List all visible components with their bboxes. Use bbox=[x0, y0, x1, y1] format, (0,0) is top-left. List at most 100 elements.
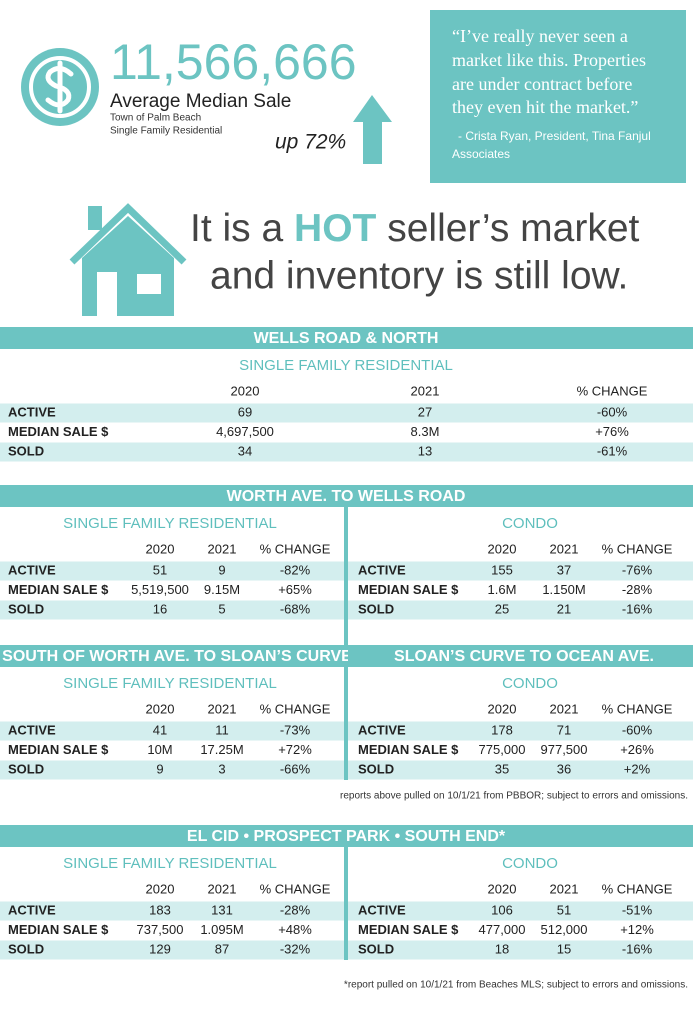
cell-value: -60% bbox=[622, 722, 653, 737]
cell-value: 34 bbox=[238, 443, 252, 458]
row-label: ACTIVE bbox=[8, 404, 56, 419]
cell-value: 512,000 bbox=[541, 922, 588, 937]
row-label: MEDIAN SALE $ bbox=[8, 742, 109, 757]
cell-value: 36 bbox=[557, 761, 571, 776]
cell-value: 25 bbox=[495, 601, 509, 616]
section-banner bbox=[0, 645, 344, 667]
row-stripe bbox=[0, 940, 344, 960]
row-label: ACTIVE bbox=[8, 902, 56, 917]
row-label: SOLD bbox=[358, 601, 394, 616]
row-label: ACTIVE bbox=[8, 722, 56, 737]
cell-value: 10M bbox=[147, 742, 172, 757]
cell-value: +76% bbox=[595, 424, 629, 439]
table-subtitle: SINGLE FAMILY RESIDENTIAL bbox=[239, 357, 453, 374]
cell-value: 1.150M bbox=[542, 582, 585, 597]
column-header: 2020 bbox=[146, 881, 175, 896]
cell-value: 11 bbox=[215, 722, 229, 737]
cell-value: -76% bbox=[622, 562, 653, 577]
headline: and inventory is still low. bbox=[210, 254, 628, 297]
cell-value: 13 bbox=[418, 443, 432, 458]
cell-value: 183 bbox=[149, 902, 171, 917]
cell-value: 131 bbox=[211, 902, 233, 917]
row-label: ACTIVE bbox=[358, 902, 406, 917]
cell-value: 3 bbox=[218, 761, 225, 776]
section-title: SLOAN’S CURVE TO OCEAN AVE. bbox=[394, 648, 654, 665]
table-subtitle: CONDO bbox=[502, 855, 558, 872]
cell-value: 129 bbox=[149, 941, 171, 956]
table-subtitle: CONDO bbox=[502, 515, 558, 532]
column-header: % CHANGE bbox=[577, 383, 648, 398]
column-header: % CHANGE bbox=[260, 541, 331, 556]
big-number: 11,566,666 bbox=[110, 34, 357, 90]
footnote: reports above pulled on 10/1/21 from PBB… bbox=[340, 791, 688, 802]
cell-value: 8.3M bbox=[411, 424, 440, 439]
dollar-sign bbox=[45, 60, 74, 114]
cell-value: 5,519,500 bbox=[131, 582, 189, 597]
big-number-label: Average Median Sale bbox=[110, 91, 291, 112]
row-stripe bbox=[348, 600, 693, 620]
quote-box bbox=[430, 10, 686, 183]
row-label: MEDIAN SALE $ bbox=[358, 582, 459, 597]
cell-value: 1.095M bbox=[200, 922, 243, 937]
cell-value: 16 bbox=[153, 601, 167, 616]
row-stripe bbox=[0, 600, 344, 620]
cell-value: 71 bbox=[557, 722, 571, 737]
cell-value: 775,000 bbox=[479, 742, 526, 757]
table-subtitle: SINGLE FAMILY RESIDENTIAL bbox=[63, 515, 277, 532]
up-arrow bbox=[353, 95, 392, 164]
cell-value: -82% bbox=[280, 562, 311, 577]
row-stripe bbox=[348, 760, 693, 780]
cell-value: 1.6M bbox=[488, 582, 517, 597]
house-icon bbox=[69, 203, 187, 316]
row-label: SOLD bbox=[358, 761, 394, 776]
column-header: % CHANGE bbox=[602, 881, 673, 896]
section-banner bbox=[0, 485, 693, 507]
dollar-icon-ring bbox=[29, 56, 91, 118]
column-header: 2021 bbox=[550, 701, 579, 716]
section-banner bbox=[0, 825, 693, 847]
headline: It is a HOT seller’s market bbox=[190, 207, 640, 250]
cell-value: 15 bbox=[557, 941, 571, 956]
cell-value: -28% bbox=[622, 582, 653, 597]
row-label: MEDIAN SALE $ bbox=[8, 582, 109, 597]
row-stripe bbox=[0, 442, 693, 462]
cell-value: +72% bbox=[278, 742, 312, 757]
row-label: ACTIVE bbox=[358, 722, 406, 737]
row-stripe bbox=[0, 901, 344, 921]
row-label: SOLD bbox=[8, 443, 44, 458]
column-header: 2020 bbox=[146, 541, 175, 556]
column-header: 2020 bbox=[231, 383, 260, 398]
cell-value: 21 bbox=[557, 601, 571, 616]
quote-line: are under contract before bbox=[452, 74, 632, 94]
cell-value: -61% bbox=[597, 443, 628, 458]
cell-value: -73% bbox=[280, 722, 311, 737]
cell-value: 51 bbox=[153, 562, 167, 577]
row-stripe bbox=[348, 940, 693, 960]
cell-value: -60% bbox=[597, 404, 628, 419]
cell-value: 9 bbox=[218, 562, 225, 577]
cell-value: 5 bbox=[218, 601, 225, 616]
cell-value: 41 bbox=[153, 722, 167, 737]
row-stripe bbox=[348, 561, 693, 581]
cell-value: -66% bbox=[280, 761, 311, 776]
column-header: 2021 bbox=[411, 383, 440, 398]
sub-line: Town of Palm Beach bbox=[110, 113, 201, 124]
table-subtitle: CONDO bbox=[502, 675, 558, 692]
cell-value: +2% bbox=[624, 761, 651, 776]
column-header: 2021 bbox=[208, 701, 237, 716]
row-label: MEDIAN SALE $ bbox=[8, 424, 109, 439]
quote-attribution: Associates bbox=[452, 147, 510, 161]
column-header: 2020 bbox=[488, 701, 517, 716]
section-banner bbox=[348, 645, 693, 667]
section-title: EL CID • PROSPECT PARK • SOUTH END* bbox=[187, 828, 506, 845]
column-header: 2021 bbox=[208, 541, 237, 556]
cell-value: 155 bbox=[491, 562, 513, 577]
column-header: 2021 bbox=[208, 881, 237, 896]
column-header: 2021 bbox=[550, 541, 579, 556]
cell-value: -32% bbox=[280, 941, 311, 956]
cell-value: -16% bbox=[622, 941, 653, 956]
headline-part: seller’s market bbox=[376, 207, 639, 250]
row-label: SOLD bbox=[8, 761, 44, 776]
column-header: % CHANGE bbox=[602, 701, 673, 716]
